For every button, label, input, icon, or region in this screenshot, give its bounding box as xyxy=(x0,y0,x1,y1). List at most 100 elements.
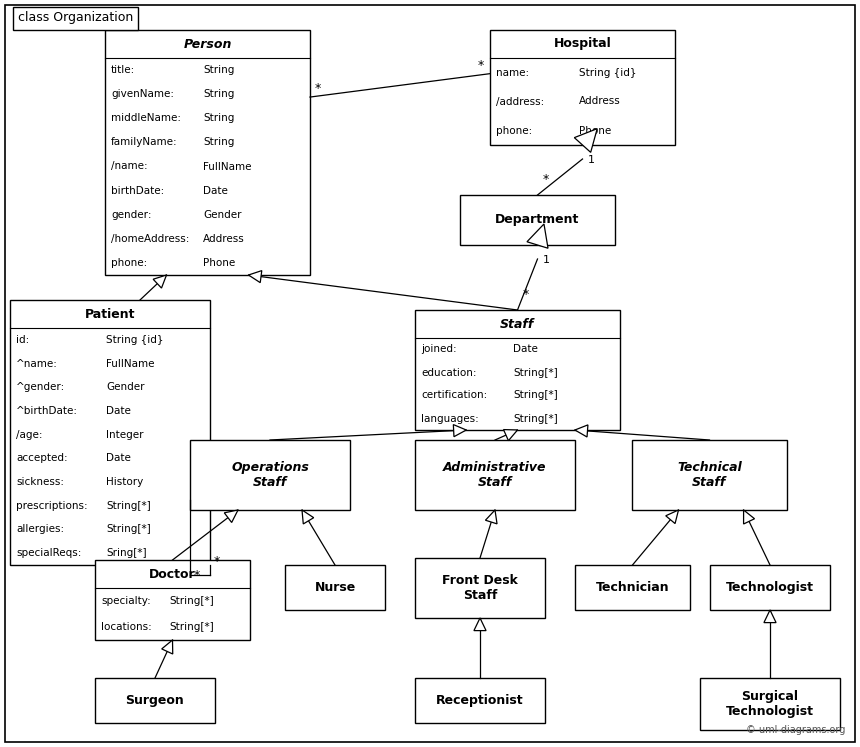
Text: Hospital: Hospital xyxy=(554,37,611,51)
Text: sickness:: sickness: xyxy=(16,477,64,487)
Polygon shape xyxy=(162,640,173,654)
Text: *: * xyxy=(315,82,322,95)
Text: Doctor: Doctor xyxy=(149,568,196,580)
Text: String: String xyxy=(204,114,235,123)
Polygon shape xyxy=(485,510,497,524)
Polygon shape xyxy=(527,224,548,248)
Text: phone:: phone: xyxy=(496,125,532,135)
Bar xyxy=(632,440,787,510)
Text: givenName:: givenName: xyxy=(111,89,174,99)
Text: birthDate:: birthDate: xyxy=(111,185,164,196)
Text: /age:: /age: xyxy=(16,430,42,440)
Text: History: History xyxy=(106,477,144,487)
Text: *: * xyxy=(214,555,220,568)
Polygon shape xyxy=(744,510,754,524)
Bar xyxy=(10,300,210,565)
Text: Technical
Staff: Technical Staff xyxy=(677,461,742,489)
Text: Administrative
Staff: Administrative Staff xyxy=(443,461,547,489)
Text: ^birthDate:: ^birthDate: xyxy=(16,406,78,416)
Bar xyxy=(415,558,545,618)
Text: joined:: joined: xyxy=(421,344,457,355)
Text: *: * xyxy=(523,288,529,301)
Text: Phone: Phone xyxy=(579,125,611,135)
Bar xyxy=(95,678,215,723)
Text: String[*]: String[*] xyxy=(513,414,558,424)
Text: *: * xyxy=(478,59,484,72)
Text: gender:: gender: xyxy=(111,210,151,220)
Text: locations:: locations: xyxy=(101,622,151,632)
Text: String: String xyxy=(204,137,235,147)
Polygon shape xyxy=(453,424,466,437)
Bar xyxy=(415,440,575,510)
Text: String {id}: String {id} xyxy=(106,335,163,345)
Text: certification:: certification: xyxy=(421,391,488,400)
Text: Date: Date xyxy=(106,406,131,416)
Text: 1: 1 xyxy=(543,255,550,265)
Text: 1: 1 xyxy=(587,155,594,165)
Text: education:: education: xyxy=(421,368,476,377)
Text: String: String xyxy=(204,89,235,99)
Text: String[*]: String[*] xyxy=(169,596,214,606)
Text: String[*]: String[*] xyxy=(513,368,558,377)
Bar xyxy=(575,565,690,610)
Text: Address: Address xyxy=(204,234,245,244)
Text: languages:: languages: xyxy=(421,414,479,424)
Polygon shape xyxy=(764,610,776,622)
Polygon shape xyxy=(574,128,597,152)
Bar xyxy=(700,678,840,730)
Text: Phone: Phone xyxy=(204,258,236,268)
Bar xyxy=(460,195,615,245)
Text: String[*]: String[*] xyxy=(106,524,150,534)
Bar xyxy=(285,565,385,610)
Text: ^name:: ^name: xyxy=(16,359,58,368)
Text: class Organization: class Organization xyxy=(18,11,133,25)
Text: ^gender:: ^gender: xyxy=(16,382,65,392)
Text: Date: Date xyxy=(204,185,228,196)
Text: String[*]: String[*] xyxy=(106,500,150,511)
Text: *: * xyxy=(194,569,200,582)
Text: Patient: Patient xyxy=(85,308,135,320)
Text: String[*]: String[*] xyxy=(513,391,558,400)
Text: phone:: phone: xyxy=(111,258,147,268)
Bar xyxy=(490,30,675,145)
Text: String[*]: String[*] xyxy=(169,622,214,632)
Polygon shape xyxy=(302,510,314,524)
Text: Nurse: Nurse xyxy=(315,581,356,594)
Text: accepted:: accepted: xyxy=(16,453,68,463)
Text: *: * xyxy=(543,173,549,186)
Bar xyxy=(105,30,310,275)
Polygon shape xyxy=(666,510,679,524)
Text: Operations
Staff: Operations Staff xyxy=(231,461,309,489)
Bar xyxy=(415,310,620,430)
Text: Staff: Staff xyxy=(501,317,535,330)
Text: Gender: Gender xyxy=(106,382,144,392)
Text: allergies:: allergies: xyxy=(16,524,64,534)
Bar xyxy=(710,565,830,610)
Polygon shape xyxy=(503,430,518,441)
Polygon shape xyxy=(574,425,588,437)
Text: /homeAddress:: /homeAddress: xyxy=(111,234,189,244)
Text: name:: name: xyxy=(496,67,529,78)
Text: Person: Person xyxy=(183,37,231,51)
Text: Surgeon: Surgeon xyxy=(126,694,184,707)
Text: title:: title: xyxy=(111,65,135,75)
Text: FullName: FullName xyxy=(106,359,155,368)
Text: Date: Date xyxy=(513,344,538,355)
Text: Address: Address xyxy=(579,96,621,107)
Text: specialty:: specialty: xyxy=(101,596,150,606)
Polygon shape xyxy=(224,510,238,522)
Text: Surgical
Technologist: Surgical Technologist xyxy=(726,690,814,718)
Bar xyxy=(190,440,350,510)
Text: Integer: Integer xyxy=(106,430,144,440)
Polygon shape xyxy=(249,270,261,282)
Text: Technician: Technician xyxy=(596,581,669,594)
Text: Front Desk
Staff: Front Desk Staff xyxy=(442,574,518,602)
Text: /name:: /name: xyxy=(111,161,148,172)
Text: Date: Date xyxy=(106,453,131,463)
Bar xyxy=(95,560,250,640)
Text: Gender: Gender xyxy=(204,210,242,220)
Text: prescriptions:: prescriptions: xyxy=(16,500,88,511)
Text: Sring[*]: Sring[*] xyxy=(106,548,146,558)
Polygon shape xyxy=(153,275,167,288)
Text: familyName:: familyName: xyxy=(111,137,178,147)
